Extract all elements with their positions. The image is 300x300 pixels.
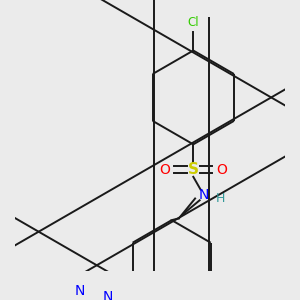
Text: O: O	[217, 163, 228, 177]
Text: N: N	[75, 284, 86, 298]
Text: N: N	[102, 290, 112, 300]
Text: N: N	[199, 188, 209, 202]
Text: H: H	[216, 192, 225, 205]
Text: Cl: Cl	[188, 16, 199, 29]
Text: S: S	[188, 162, 199, 177]
Text: O: O	[159, 163, 170, 177]
